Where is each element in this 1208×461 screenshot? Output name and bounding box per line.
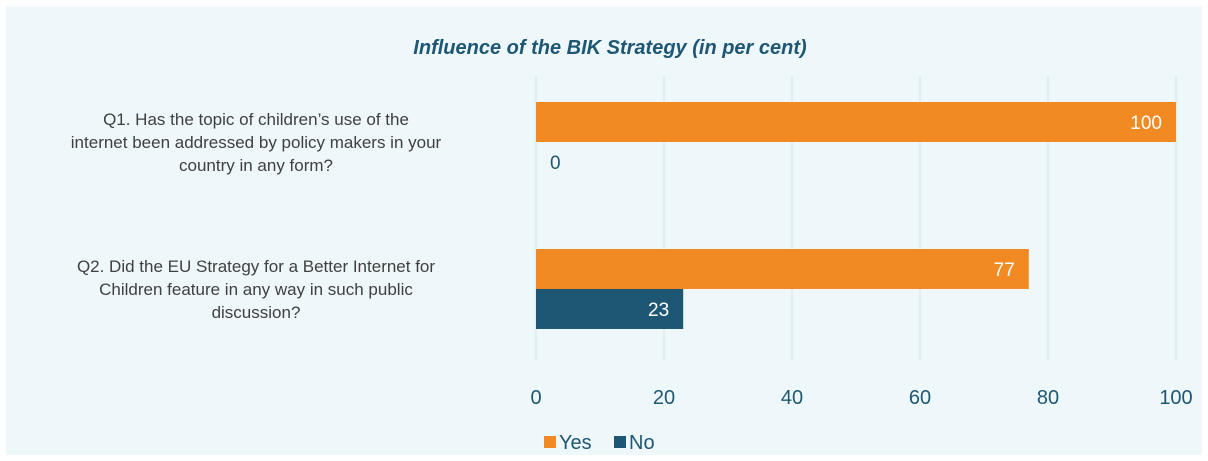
data-label-no-q1: 0 [550, 153, 561, 174]
chart-area: Influence of the BIK Strategy (in per ce… [6, 6, 1202, 455]
category-label-line: Q2. Did the EU Strategy for a Better Int… [77, 257, 435, 276]
data-label-yes-q1: 100 [1130, 113, 1162, 134]
x-tick-label: 20 [653, 387, 675, 409]
legend-swatch-no [614, 436, 626, 448]
category-label-line: discussion? [212, 303, 301, 322]
x-axis-tick-labels: 0 20 40 60 80 100 [530, 387, 1192, 409]
bar-no-q2 [536, 289, 684, 329]
bars: 100 0 77 23 [536, 102, 1176, 329]
legend-label-no: No [629, 432, 655, 454]
data-label-yes-q2: 77 [994, 260, 1015, 281]
legend: Yes No [544, 432, 655, 454]
bar-yes-q2 [536, 249, 1029, 289]
category-label-q1: Q1. Has the topic of children’s use of t… [71, 110, 442, 175]
legend-swatch-yes [544, 436, 556, 448]
bar-yes-q1 [536, 102, 1176, 142]
category-labels: Q1. Has the topic of children’s use of t… [71, 110, 442, 322]
bar-chart: Influence of the BIK Strategy (in per ce… [71, 37, 1193, 454]
category-label-line: Q1. Has the topic of children’s use of t… [103, 110, 409, 129]
x-tick-label: 0 [530, 387, 541, 409]
category-label-line: internet been addressed by policy makers… [71, 133, 442, 152]
chart-title: Influence of the BIK Strategy (in per ce… [413, 37, 807, 59]
x-tick-label: 40 [781, 387, 803, 409]
data-label-no-q2: 23 [648, 300, 669, 321]
x-tick-label: 60 [909, 387, 931, 409]
x-tick-label: 80 [1037, 387, 1059, 409]
category-label-line: country in any form? [179, 156, 333, 175]
x-tick-label: 100 [1159, 387, 1192, 409]
legend-label-yes: Yes [559, 432, 592, 454]
category-label-q2: Q2. Did the EU Strategy for a Better Int… [77, 257, 435, 322]
category-label-line: Children feature in any way in such publ… [99, 280, 413, 299]
